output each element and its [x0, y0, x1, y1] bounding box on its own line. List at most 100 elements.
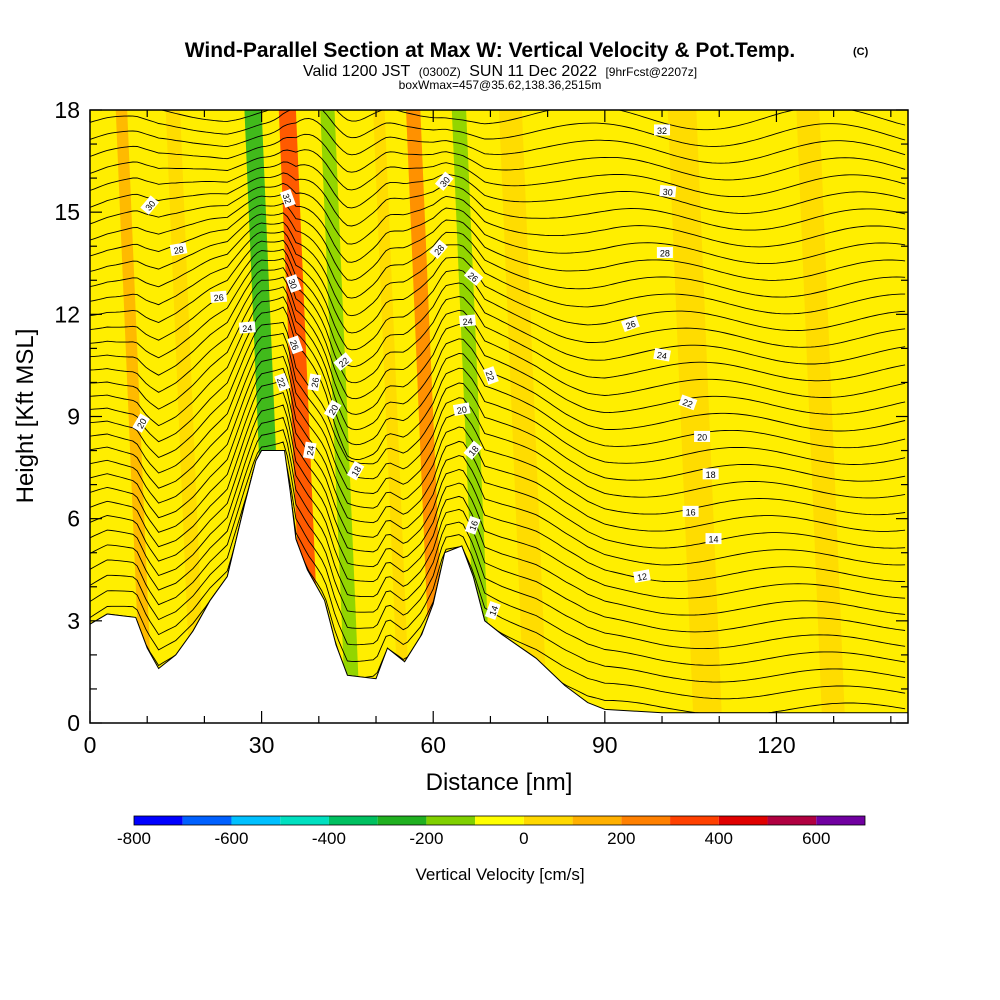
colorbar-swatch: [816, 816, 865, 825]
valid-zulu: (0300Z): [419, 65, 461, 79]
contour-label-text: 12: [636, 571, 648, 583]
isentrope-line: [159, 110, 906, 131]
contour-label-text: 30: [286, 277, 299, 290]
contour-label-text: 32: [657, 126, 667, 136]
contour-label-bg: [285, 274, 302, 293]
isentrope-line: [90, 149, 906, 198]
contour-label: 22: [274, 372, 291, 392]
contour-label-text: 20: [697, 432, 707, 442]
colorbar-swatch: [670, 816, 719, 825]
contour-label-text: 18: [350, 464, 364, 478]
contour-label-bg: [274, 372, 291, 392]
contour-label-bg: [620, 316, 640, 332]
contour-label-bg: [694, 430, 711, 442]
isentrope-line: [90, 404, 906, 599]
contour-label-bg: [482, 366, 499, 385]
contour-label-bg: [702, 468, 719, 480]
contour-label-text: 26: [466, 270, 480, 284]
velocity-band: [406, 110, 447, 723]
contour-label-bg: [464, 515, 481, 535]
contour-label-text: 24: [462, 316, 473, 327]
valid-date: SUN 11 Dec 2022: [469, 63, 597, 80]
contour-label-text: 22: [484, 369, 497, 382]
contour-label: 20: [132, 413, 150, 433]
contour-label: 20: [694, 430, 711, 442]
colorbar-title: Vertical Velocity [cm/s]: [415, 865, 584, 884]
theta-contours: [90, 110, 906, 714]
chart-title: Wind-Parallel Section at Max W: Vertical…: [185, 39, 796, 62]
contour-label: 24: [653, 347, 671, 362]
contour-label-bg: [434, 171, 454, 191]
contour-label-text: 20: [327, 403, 341, 417]
contour-label: 22: [678, 394, 698, 411]
contour-label-text: 22: [681, 397, 694, 410]
contour-label-bg: [659, 185, 677, 198]
contour-label: 24: [302, 441, 317, 460]
contour-label-bg: [279, 188, 296, 208]
terrain: [90, 450, 908, 723]
contour-label-text: 30: [662, 187, 673, 198]
contour-label-text: 14: [487, 604, 500, 617]
isentrope-line: [90, 133, 906, 181]
contour-label: 26: [287, 335, 304, 355]
contour-label-text: 26: [310, 377, 322, 389]
contour-label-bg: [463, 267, 484, 286]
isentrope-line: [90, 332, 906, 499]
isentrope-line: [90, 286, 906, 432]
contour-label-text: 20: [135, 417, 149, 431]
y-axis-label: Height [Kft MSL]: [12, 329, 39, 504]
colorbar-tick-label: -600: [214, 829, 248, 848]
contour-label-text: 14: [709, 535, 719, 545]
contour-label-text: 30: [143, 199, 157, 213]
isentrope-line: [90, 202, 906, 281]
colorbar-swatch: [377, 816, 427, 825]
contour-label-text: 28: [432, 243, 446, 257]
isentrope-line: [90, 379, 906, 566]
colorbar-labels: -800 -600 -400 -200 0 200 400 600: [117, 829, 830, 848]
contour-label-bg: [307, 373, 322, 392]
isentrope-line: [90, 267, 906, 400]
velocity-band: [165, 110, 206, 723]
contour-label-text: 24: [242, 323, 253, 334]
y-tick-label: 9: [67, 404, 80, 430]
contour-label-bg: [346, 461, 365, 481]
contour-label-bg: [678, 394, 698, 411]
contour-label: 26: [307, 373, 322, 392]
contour-label: 16: [464, 515, 481, 535]
contour-label: 18: [702, 468, 719, 480]
contour-label: 14: [484, 601, 501, 620]
x-axis-label: Distance [nm]: [426, 769, 573, 796]
contour-label-bg: [429, 239, 448, 259]
contour-label-text: 22: [337, 355, 351, 369]
isentrope-line: [90, 172, 906, 231]
colorbar-swatch: [182, 816, 232, 825]
contour-label-bg: [323, 399, 342, 420]
isentrope-line: [90, 110, 906, 147]
contour-label-bg: [132, 413, 150, 433]
isentrope-line: [90, 321, 906, 482]
contour-label-text: 28: [660, 249, 670, 259]
colorbar-swatch: [572, 816, 622, 825]
isentrope-line: [90, 450, 906, 666]
contour-label: 26: [210, 290, 228, 303]
contour-label-bg: [682, 505, 699, 517]
colorbar-tick-label: 0: [519, 829, 528, 848]
velocity-band: [278, 110, 322, 723]
isentrope-line: [90, 221, 906, 317]
velocity-band: [320, 110, 361, 723]
contour-label: 18: [346, 461, 365, 481]
contour-label: 16: [682, 505, 699, 517]
colorbar-tick-label: -400: [312, 829, 346, 848]
contour-label: 32: [279, 188, 296, 208]
x-tick-label: 90: [592, 732, 618, 758]
isentrope-line: [90, 367, 906, 549]
x-tick-label: 30: [249, 732, 275, 758]
contour-label-bg: [140, 195, 160, 215]
velocity-band: [796, 110, 846, 723]
contour-label-text: 28: [173, 244, 185, 256]
velocity-band: [667, 110, 723, 723]
isentrope-line: [90, 230, 906, 334]
contour-label-bg: [654, 124, 671, 136]
valid-line: Valid 1200 JST (0300Z) SUN 11 Dec 2022 […: [303, 63, 697, 80]
